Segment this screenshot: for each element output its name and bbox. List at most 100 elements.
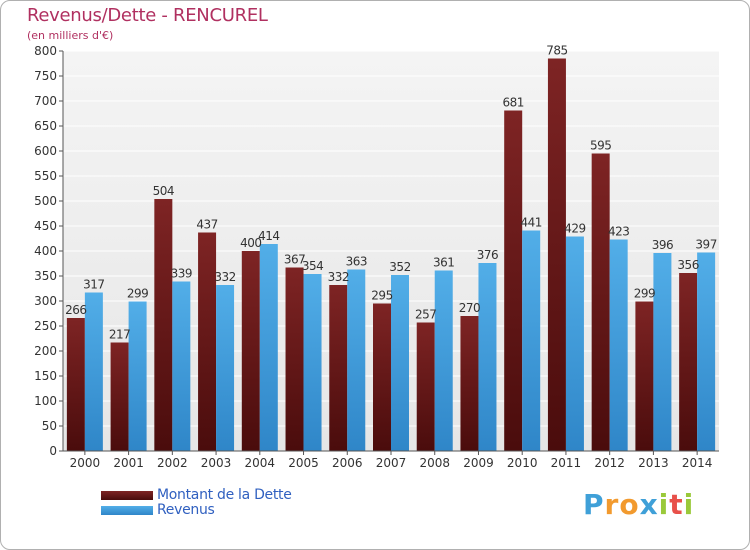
bar-revenue <box>216 285 235 451</box>
y-tick-label: 250 <box>34 319 57 333</box>
logo-letter: i <box>683 488 695 521</box>
legend-label-debt: Montant de la Dette <box>157 487 292 503</box>
y-axis: 0 50 100 150 200 250 300 350 400 450 500 550 600 650 7… <box>34 44 64 458</box>
y-tick-label: 600 <box>34 144 57 158</box>
bar-revenue <box>347 269 366 451</box>
y-tick-label: 150 <box>34 369 57 383</box>
legend-swatch-revenue <box>101 505 153 515</box>
bar-debt <box>547 58 566 451</box>
bars <box>66 58 716 451</box>
bar-revenue <box>84 292 103 451</box>
logo-letter: i <box>658 488 670 521</box>
y-tick-label: 750 <box>34 69 57 83</box>
bar-revenue <box>259 244 278 451</box>
data-label: 367 <box>284 253 305 267</box>
bar-debt <box>241 251 260 451</box>
data-label: 317 <box>83 278 104 292</box>
legend-swatch-debt <box>101 490 153 500</box>
proxiti-logo: Proxiti <box>583 488 694 521</box>
bar-revenue <box>653 253 672 451</box>
data-label: 339 <box>171 267 192 281</box>
logo-letter: t <box>669 488 684 521</box>
data-label: 352 <box>389 260 410 274</box>
bar-debt <box>373 303 391 451</box>
data-label: 429 <box>564 222 585 236</box>
y-tick-label: 550 <box>34 169 57 183</box>
bar-debt <box>416 322 435 451</box>
legend-item-revenue: Revenus <box>101 502 215 518</box>
bar-revenue <box>565 236 584 451</box>
data-label: 785 <box>546 44 567 58</box>
x-tick-label: 2002 <box>157 456 188 470</box>
bar-debt <box>635 301 654 451</box>
x-tick-label: 2007 <box>376 456 407 470</box>
x-tick-label: 2005 <box>288 456 319 470</box>
bar-debt <box>154 199 173 451</box>
data-label: 332 <box>214 270 235 284</box>
x-tick-label: 2003 <box>201 456 232 470</box>
data-label: 400 <box>240 236 261 250</box>
x-tick-label: 2001 <box>113 456 144 470</box>
data-label: 361 <box>433 256 454 270</box>
data-label: 595 <box>590 139 611 153</box>
bar-debt <box>591 153 610 451</box>
data-label: 299 <box>634 287 655 301</box>
data-label: 681 <box>502 96 523 110</box>
y-tick-label: 300 <box>34 294 57 308</box>
data-label: 396 <box>652 238 673 252</box>
bar-debt <box>110 342 129 451</box>
logo-letter: o <box>619 488 640 521</box>
x-tick-label: 2013 <box>638 456 669 470</box>
x-tick-label: 2009 <box>463 456 494 470</box>
data-label: 437 <box>196 218 217 232</box>
x-tick-label: 2004 <box>245 456 276 470</box>
data-label: 423 <box>608 225 629 239</box>
data-label: 414 <box>258 229 279 243</box>
y-tick-label: 50 <box>42 419 57 433</box>
bar-debt <box>198 232 217 451</box>
data-label: 295 <box>371 289 392 303</box>
data-label: 266 <box>65 303 86 317</box>
bar-debt <box>504 110 523 451</box>
x-tick-label: 2006 <box>332 456 363 470</box>
y-tick-label: 100 <box>34 394 57 408</box>
bar-debt <box>66 318 85 451</box>
bar-debt <box>460 316 479 451</box>
y-tick-label: 700 <box>34 94 57 108</box>
data-label: 217 <box>109 328 130 342</box>
x-tick-label: 2012 <box>594 456 625 470</box>
x-tick-label: 2010 <box>507 456 538 470</box>
y-tick-label: 500 <box>34 194 57 208</box>
x-tick-label: 2008 <box>419 456 450 470</box>
data-label: 356 <box>677 258 698 272</box>
x-tick-label: 2011 <box>551 456 582 470</box>
y-tick-label: 650 <box>34 119 57 133</box>
y-tick-label: 450 <box>34 219 57 233</box>
bar-debt <box>285 267 304 451</box>
bar-revenue <box>391 275 409 451</box>
y-tick-label: 350 <box>34 269 57 283</box>
bar-revenue <box>172 281 191 451</box>
y-tick-label: 400 <box>34 244 57 258</box>
data-label: 354 <box>302 259 323 273</box>
bar-revenue <box>303 274 322 451</box>
x-tick-label: 2014 <box>682 456 713 470</box>
bar-debt <box>329 285 348 451</box>
chart-subtitle: (en milliers d'€) <box>27 29 114 42</box>
data-label: 397 <box>695 238 716 252</box>
bar-revenue <box>522 230 541 451</box>
y-tick-label: 200 <box>34 344 57 358</box>
data-labels: 2663172172995043394373324004143673543323… <box>65 44 717 342</box>
data-label: 504 <box>153 184 174 198</box>
legend-label-revenue: Revenus <box>157 502 215 518</box>
y-tick-label: 0 <box>49 444 57 458</box>
chart-title: Revenus/Dette - RENCUREL <box>27 5 268 26</box>
logo-letter: r <box>604 488 620 521</box>
y-tick-label: 800 <box>34 44 57 58</box>
bar-revenue <box>478 263 497 451</box>
data-label: 441 <box>520 216 541 230</box>
bar-debt <box>679 273 698 451</box>
logo-letter: P <box>583 488 605 521</box>
